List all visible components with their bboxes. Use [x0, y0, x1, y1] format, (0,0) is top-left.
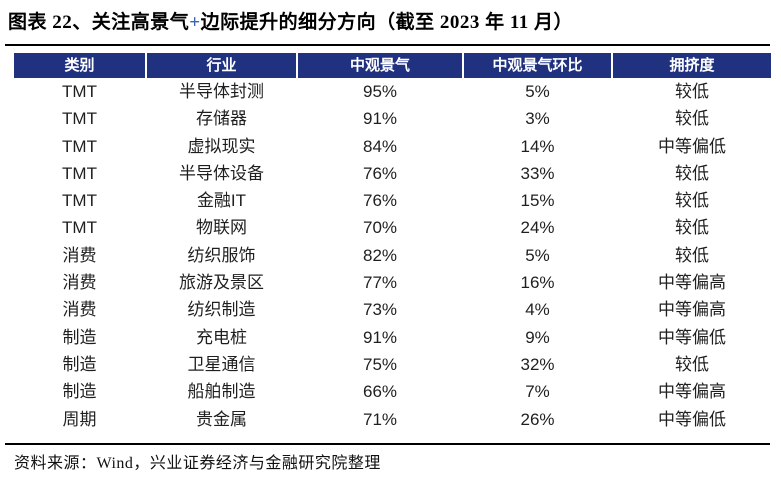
- table-cell: 32%: [520, 354, 555, 374]
- table-cell: 中等偏低: [658, 409, 726, 429]
- table-cell: 较低: [675, 82, 709, 101]
- table-cell: 较低: [675, 245, 709, 265]
- table-cell: 33%: [520, 163, 555, 183]
- table-row: 消费 纺织服饰 82% 5% 较低: [14, 242, 767, 269]
- table-cell: 71%: [362, 409, 398, 429]
- figure-title-plus: +: [189, 12, 201, 33]
- table-cell: 充电桩: [196, 327, 247, 347]
- table-cell: 中等偏低: [658, 136, 726, 156]
- header-cell-mom-change: 中观景气环比: [464, 53, 611, 78]
- table-row: TMT 存储器 91% 3% 较低: [14, 105, 767, 132]
- table-row: TMT 半导体封测 95% 5% 较低: [14, 78, 767, 105]
- table-cell: 9%: [525, 327, 550, 347]
- table-cell: 消费: [62, 245, 97, 265]
- table-cell: 较低: [675, 163, 709, 183]
- table-cell: 中等偏高: [658, 382, 726, 402]
- table-cell: 75%: [362, 354, 398, 374]
- table-cell: 16%: [520, 273, 555, 293]
- table-body: TMT 半导体封测 95% 5% 较低 TMT 存储器 91% 3% 较低 TMT 虚拟现实 84% 14…: [14, 78, 767, 433]
- table-cell: 91%: [362, 109, 398, 129]
- table-cell: 3%: [525, 109, 550, 129]
- table-cell: 91%: [362, 327, 398, 347]
- table-row: TMT 虚拟现实 84% 14% 中等偏低: [14, 133, 767, 160]
- table-cell: 制造: [62, 327, 97, 347]
- table-header-row: 类别 行业 中观景气 中观景气环比 拥挤度: [14, 53, 771, 78]
- table-cell: TMT: [62, 163, 97, 183]
- table-cell: 24%: [520, 218, 555, 238]
- table-cell: 贵金属: [196, 409, 247, 429]
- table-cell: 卫星通信: [187, 354, 256, 374]
- table-cell: TMT: [62, 82, 97, 101]
- table-cell: TMT: [62, 109, 97, 129]
- figure-title: 图表 22、关注高景气+边际提升的细分方向（截至 2023 年 11 月）: [8, 7, 773, 34]
- table-cell: 船舶制造: [187, 382, 256, 402]
- table-cell: TMT: [62, 218, 97, 238]
- table-cell: 半导体封测: [179, 82, 264, 101]
- table-cell: 95%: [362, 82, 398, 101]
- header-cell-industry: 行业: [147, 53, 296, 78]
- table-cell: 14%: [520, 136, 555, 156]
- table-row: TMT 金融IT 76% 15% 较低: [14, 187, 767, 214]
- table-cell: 7%: [525, 382, 550, 402]
- top-rule: [5, 44, 770, 46]
- table-cell: 虚拟现实: [187, 136, 256, 156]
- table-cell: 较低: [675, 354, 709, 374]
- table-row: 消费 纺织制造 73% 4% 中等偏高: [14, 296, 767, 323]
- table-cell: 15%: [520, 191, 555, 211]
- table-row: 消费 旅游及景区 77% 16% 中等偏高: [14, 269, 767, 296]
- table-row: 制造 卫星通信 75% 32% 较低: [14, 351, 767, 378]
- table-cell: 中等偏高: [658, 300, 726, 320]
- table-cell: 制造: [62, 354, 97, 374]
- industry-table: 类别 行业 中观景气 中观景气环比 拥挤度 TMT 半导体封测 95% 5% 较低 TMT…: [14, 53, 771, 433]
- table-cell: 26%: [520, 409, 555, 429]
- table-cell: 76%: [362, 163, 398, 183]
- table-cell: 84%: [362, 136, 398, 156]
- table-cell: 旅游及景区: [179, 273, 264, 293]
- table-row: TMT 物联网 70% 24% 较低: [14, 214, 767, 241]
- table-cell: 中等偏高: [658, 273, 726, 293]
- table-cell: 物联网: [196, 218, 247, 238]
- table-cell: 较低: [675, 191, 709, 211]
- table-row: 制造 船舶制造 66% 7% 中等偏高: [14, 378, 767, 405]
- table-header: 类别 行业 中观景气 中观景气环比 拥挤度: [14, 53, 771, 78]
- table-cell: 消费: [62, 273, 97, 293]
- table-cell: 较低: [675, 218, 709, 238]
- table-cell: 中等偏低: [658, 327, 726, 347]
- figure-title-prefix: 图表 22、关注高景气: [8, 12, 190, 33]
- table-cell: 金融IT: [196, 191, 247, 211]
- table-cell: TMT: [62, 191, 97, 211]
- table-cell: 消费: [62, 300, 97, 320]
- header-cell-crowding: 拥挤度: [613, 53, 771, 78]
- table-row: 制造 充电桩 91% 9% 中等偏低: [14, 324, 767, 351]
- table-row: 周期 贵金属 71% 26% 中等偏低: [14, 406, 767, 433]
- table-cell: 4%: [525, 300, 550, 320]
- table-cell: 纺织制造: [187, 300, 256, 320]
- table-cell: 存储器: [196, 109, 247, 129]
- header-cell-prosperity: 中观景气: [298, 53, 462, 78]
- table-row: TMT 半导体设备 76% 33% 较低: [14, 160, 767, 187]
- table-cell: 5%: [525, 245, 550, 265]
- table-cell: 半导体设备: [179, 163, 264, 183]
- table-cell: 66%: [362, 382, 398, 402]
- table-cell: 76%: [362, 191, 398, 211]
- table-cell: 70%: [362, 218, 398, 238]
- table-cell: 5%: [525, 82, 550, 101]
- table-cell: 73%: [362, 300, 398, 320]
- figure-title-suffix: 边际提升的细分方向（截至 2023 年 11 月）: [200, 12, 574, 33]
- source-note: 资料来源：Wind，兴业证券经济与金融研究院整理: [14, 455, 381, 472]
- table-cell: 制造: [62, 382, 97, 402]
- table-cell: 较低: [675, 109, 709, 129]
- header-cell-category: 类别: [14, 53, 145, 78]
- bottom-rule: [5, 443, 770, 445]
- table-cell: 77%: [362, 273, 398, 293]
- table-cell: TMT: [62, 136, 97, 156]
- table-cell: 周期: [62, 409, 97, 429]
- table-cell: 纺织服饰: [187, 245, 256, 265]
- table-cell: 82%: [362, 245, 398, 265]
